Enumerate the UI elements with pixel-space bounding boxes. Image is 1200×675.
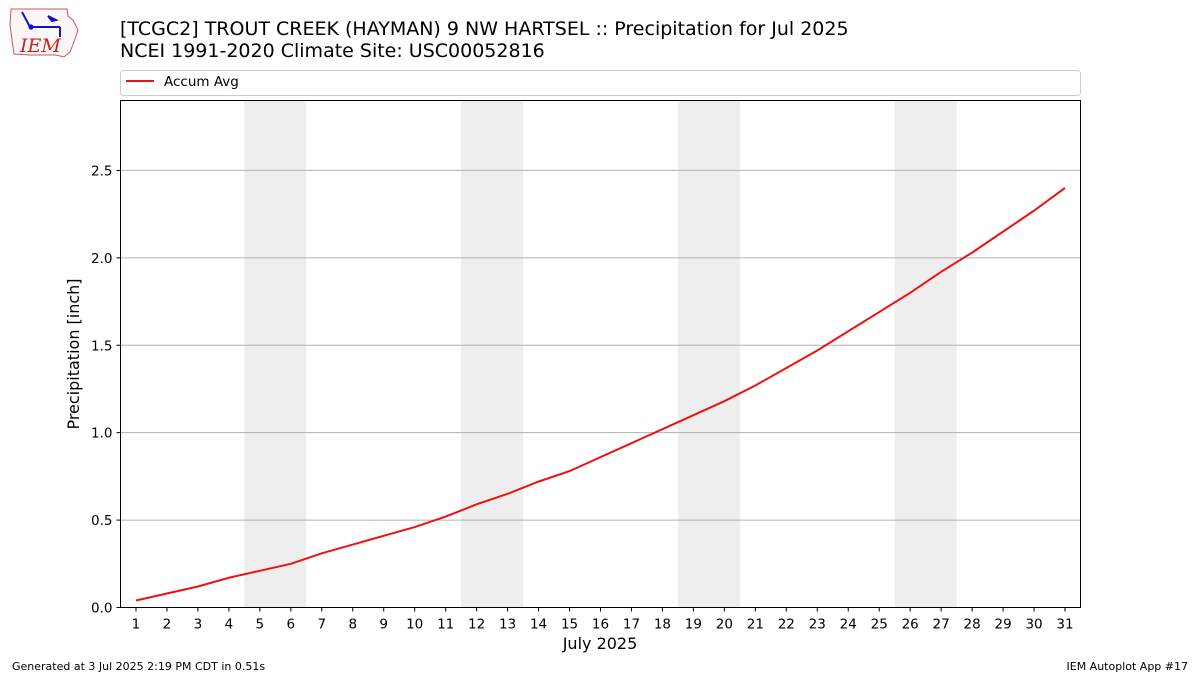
weekend-band-1 (244, 100, 307, 608)
x-tick-label: 5 (256, 617, 265, 633)
station-dot-icon (28, 24, 34, 30)
y-axis: 0.0 0.5 1.0 1.5 2.0 2.5 (91, 163, 121, 617)
x-tick-label: 19 (685, 617, 702, 633)
y-tick-label: 1.5 (91, 338, 112, 354)
x-tick-label: 7 (317, 617, 326, 633)
x-tick-label: 4 (225, 617, 234, 633)
x-tick-label: 21 (747, 617, 764, 633)
y-tick-label: 0.5 (91, 513, 112, 529)
x-tick-label: 17 (623, 617, 640, 633)
x-tick-label: 23 (809, 617, 826, 633)
x-tick-label: 11 (437, 617, 454, 633)
x-tick-label: 29 (994, 617, 1011, 633)
weekend-band-4 (894, 100, 957, 608)
generated-timestamp: Generated at 3 Jul 2025 2:19 PM CDT in 0… (12, 660, 265, 673)
x-tick-label: 9 (379, 617, 388, 633)
series-line-accum-avg (135, 187, 1066, 602)
x-tick-label: 27 (933, 617, 950, 633)
y-tick-label: 0.0 (91, 601, 112, 617)
x-tick-label: 18 (654, 617, 671, 633)
x-tick-label: 3 (194, 617, 203, 633)
x-tick-label: 24 (840, 617, 857, 633)
y-tick-label: 2.5 (91, 163, 112, 179)
weather-station-icon (21, 11, 61, 37)
app-label: IEM Autoplot App #17 (1067, 660, 1189, 673)
weekend-band-3 (677, 100, 740, 608)
x-tick-label: 16 (592, 617, 609, 633)
legend: Accum Avg (120, 70, 1081, 96)
x-tick-label: 13 (499, 617, 516, 633)
x-tick-label: 25 (871, 617, 888, 633)
gridlines (120, 169, 1081, 521)
x-tick-label: 31 (1056, 617, 1073, 633)
x-tick-label: 12 (468, 617, 485, 633)
x-tick-label: 30 (1025, 617, 1042, 633)
x-tick-label: 1 (132, 617, 141, 633)
logo-text: IEM (19, 35, 61, 57)
y-axis-title: Precipitation [inch] (64, 278, 83, 429)
iem-logo: IEM (9, 8, 79, 58)
x-tick-label: 6 (287, 617, 296, 633)
legend-label: Accum Avg (164, 74, 239, 90)
x-tick-label: 20 (716, 617, 733, 633)
x-tick-label: 8 (348, 617, 357, 633)
legend-box (120, 70, 1081, 96)
x-axis: 1 2 3 4 5 6 7 8 9 10 11 12 13 14 15 16 17 18 19 20 21 22 23 24 2… (132, 607, 1074, 633)
x-tick-label: 10 (406, 617, 423, 633)
x-axis-title: July 2025 (562, 634, 638, 653)
x-tick-label: 14 (530, 617, 547, 633)
x-tick-label: 2 (163, 617, 172, 633)
x-tick-label: 28 (964, 617, 981, 633)
x-tick-label: 22 (778, 617, 795, 633)
weekend-band-2 (461, 100, 524, 608)
chart-title: [TCGC2] TROUT CREEK (HAYMAN) 9 NW HARTSE… (120, 18, 849, 40)
y-tick-label: 1.0 (91, 426, 112, 442)
y-tick-label: 2.0 (91, 251, 112, 267)
chart-subtitle: NCEI 1991-2020 Climate Site: USC00052816 (120, 40, 545, 62)
x-tick-label: 15 (561, 617, 578, 633)
x-tick-label: 26 (902, 617, 919, 633)
weekend-shading (244, 100, 957, 608)
